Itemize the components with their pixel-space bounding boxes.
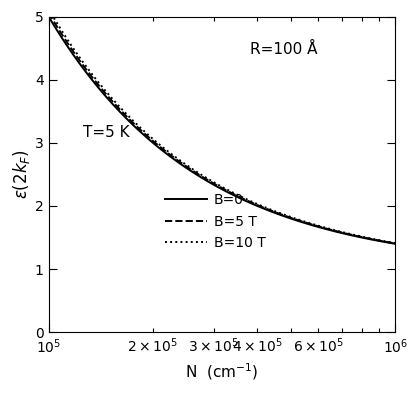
Line: B=0: B=0	[49, 17, 395, 244]
B=10 T	[46, 7, 51, 11]
B=5 T	[159, 146, 164, 151]
B=5 T	[298, 219, 303, 223]
Legend: B=0, B=5 T, B=10 T: B=0, B=5 T, B=10 T	[160, 187, 271, 256]
B=10 T	[264, 206, 269, 210]
B=10 T	[88, 70, 93, 74]
Line: B=10 T: B=10 T	[49, 9, 395, 243]
B=5 T	[88, 72, 93, 77]
B=10 T	[393, 241, 398, 245]
Text: T=5 K: T=5 K	[83, 125, 130, 140]
B=0	[296, 219, 301, 224]
B=0	[184, 165, 189, 170]
Line: B=5 T: B=5 T	[49, 13, 395, 243]
B=10 T	[159, 144, 164, 149]
B=5 T	[393, 241, 398, 246]
Text: R=100 Å: R=100 Å	[250, 42, 317, 57]
B=0	[298, 219, 303, 224]
X-axis label: N  (cm$^{-1}$): N (cm$^{-1}$)	[185, 361, 259, 382]
B=0	[88, 75, 93, 80]
B=5 T	[264, 206, 269, 211]
B=5 T	[184, 164, 189, 169]
B=10 T	[298, 218, 303, 223]
B=0	[393, 241, 398, 246]
B=0	[46, 14, 51, 19]
B=5 T	[296, 218, 301, 223]
B=10 T	[296, 217, 301, 222]
B=5 T	[46, 11, 51, 15]
B=0	[159, 147, 164, 152]
Y-axis label: $\varepsilon(2k_F)$: $\varepsilon(2k_F)$	[11, 149, 32, 199]
B=10 T	[184, 162, 189, 167]
B=0	[264, 208, 269, 212]
